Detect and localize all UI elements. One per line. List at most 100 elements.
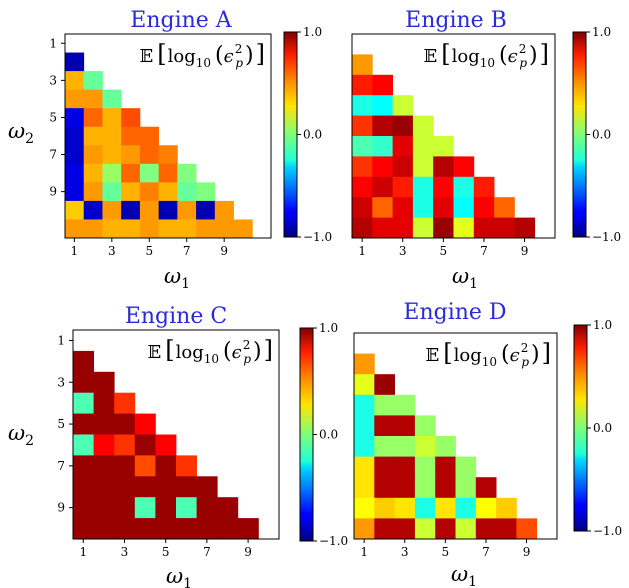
heatmap-cell: [433, 136, 454, 157]
annotation-paren-close: ): [245, 43, 254, 68]
heatmap-cell: [73, 455, 94, 477]
heatmap-cell: [176, 476, 197, 498]
heatmap-cell: [374, 456, 395, 478]
x-axis-label: ω1: [452, 264, 478, 292]
heatmap-cell: [372, 136, 393, 157]
heatmap-cell: [121, 200, 141, 220]
heatmap-cell: [158, 219, 178, 239]
panel-2: Engine C𝔼 [log10 (ϵ2 p)]1 3 5 7 913579ω1ω21.00.…: [8, 304, 348, 588]
annotation: 𝔼 [log10 (ϵ2 p)]: [426, 339, 552, 369]
x-tick-label: 9: [244, 545, 252, 559]
annotation: 𝔼 [log10 (ϵ2 p)]: [148, 336, 274, 366]
x-axis-symbol: ω: [164, 264, 181, 288]
heatmap-cell: [374, 518, 395, 540]
heatmap-cell: [102, 219, 122, 239]
heatmap-cell: [177, 200, 197, 220]
annotation-paren-close: ): [531, 342, 540, 367]
heatmap-cell: [475, 518, 497, 540]
heatmap-cell: [392, 95, 414, 116]
heatmap-cell: [121, 108, 141, 128]
heatmap-cell: [392, 197, 414, 218]
annotation-func-sub: 10: [482, 355, 497, 369]
heatmap-cell: [433, 176, 454, 198]
heatmap-cell: [93, 392, 115, 414]
y-tick-label: 3: [49, 73, 57, 87]
heatmap-cell: [217, 518, 239, 540]
heatmap-cell: [412, 136, 434, 157]
heatmap-cell: [158, 145, 178, 165]
panel-title: Engine A: [130, 8, 233, 33]
x-tick-label: 3: [108, 244, 116, 258]
heatmap-cell: [455, 518, 477, 540]
heatmap-cell: [233, 219, 253, 239]
heatmap-cell: [102, 163, 122, 183]
heatmap-cell: [83, 89, 103, 109]
colorbar-tick-label: 0.0: [319, 428, 338, 442]
heatmap-cell: [134, 497, 156, 519]
heatmap-cell: [73, 350, 94, 373]
heatmap-cell: [93, 518, 115, 540]
annotation-prefix: 𝔼: [426, 345, 440, 366]
y-axis-symbol: ω: [8, 119, 25, 143]
y-tick-label: 5: [49, 110, 57, 124]
colorbar-tick-label: −1.0: [593, 524, 622, 538]
heatmap-cell: [414, 477, 436, 499]
heatmap-cell: [435, 497, 456, 519]
heatmap-cell: [214, 219, 234, 239]
heatmap-cell: [352, 136, 373, 157]
heatmap-cell: [83, 126, 103, 146]
annotation-var: ϵ: [232, 342, 242, 363]
colorbar-tick-label: 0.0: [593, 421, 612, 435]
y-tick-label: 9: [49, 185, 57, 199]
heatmap-cell: [494, 197, 515, 218]
x-tick-label: 5: [145, 244, 153, 258]
heatmap-cell: [114, 497, 136, 519]
heatmap-cell: [196, 518, 218, 540]
heatmap-cell: [374, 477, 395, 499]
x-tick-label: 7: [482, 545, 490, 559]
heatmap-cell: [433, 156, 454, 178]
x-tick-label: 3: [401, 545, 409, 559]
y-tick-label: 7: [57, 459, 65, 473]
annotation-prefix: 𝔼: [140, 46, 154, 67]
heatmap-cell: [352, 176, 373, 198]
heatmap-cell: [475, 477, 497, 499]
heatmap-cell: [414, 415, 436, 437]
heatmap-cell: [121, 145, 141, 165]
heatmap-cell: [435, 518, 456, 540]
heatmap-cell: [155, 455, 177, 477]
heatmap-cell: [374, 497, 395, 519]
annotation-var: ϵ: [508, 46, 518, 67]
x-tick-label: 7: [203, 545, 211, 559]
heatmap-cell: [217, 497, 239, 519]
heatmap-cell: [435, 456, 456, 478]
colorbar: [299, 327, 314, 542]
colorbar-tick-label: −1.0: [592, 230, 621, 244]
heatmap-cell: [65, 145, 85, 165]
annotation-var: ϵ: [510, 345, 520, 366]
heatmap-cell: [394, 456, 416, 478]
annotation-prefix: 𝔼: [424, 46, 438, 67]
annotation-var-sup: 2: [243, 338, 251, 352]
heatmap-cell: [139, 200, 160, 220]
heatmap-cell: [433, 197, 454, 218]
heatmap-cell: [93, 455, 115, 477]
annotation-func: log: [454, 345, 482, 366]
x-tick-label: 1: [79, 545, 87, 559]
heatmap-cell: [121, 219, 141, 239]
heatmap-cell: [196, 219, 216, 239]
annotation-bracket-open: [: [441, 40, 450, 68]
heatmap-cell: [93, 413, 115, 435]
heatmap-cell: [155, 476, 177, 498]
annotation-func-sub: 10: [480, 56, 495, 70]
heatmap-cell: [392, 115, 414, 137]
heatmap-cell: [455, 477, 477, 499]
y-tick-label: 3: [57, 375, 65, 389]
heatmap-cell: [114, 434, 136, 456]
annotation-bracket-close: ]: [540, 40, 549, 68]
heatmap-cell: [214, 200, 234, 220]
colorbar-tick-label: 1.0: [303, 25, 322, 39]
heatmap-cell: [83, 163, 103, 183]
